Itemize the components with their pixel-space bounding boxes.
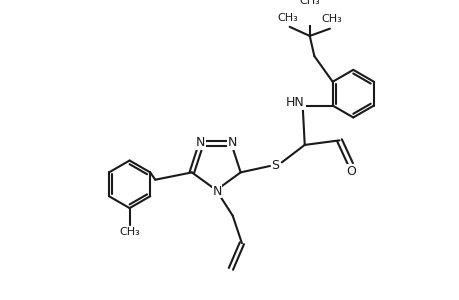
Text: HN: HN [285, 96, 304, 109]
Text: N: N [212, 184, 221, 197]
Text: N: N [195, 136, 205, 149]
Text: N: N [227, 136, 236, 149]
Text: CH₃: CH₃ [299, 0, 319, 6]
Text: O: O [346, 165, 356, 178]
Text: CH₃: CH₃ [119, 227, 140, 237]
Text: CH₃: CH₃ [277, 13, 297, 22]
Text: CH₃: CH₃ [321, 14, 341, 25]
Text: HN: HN [285, 96, 304, 109]
Text: S: S [271, 159, 279, 172]
